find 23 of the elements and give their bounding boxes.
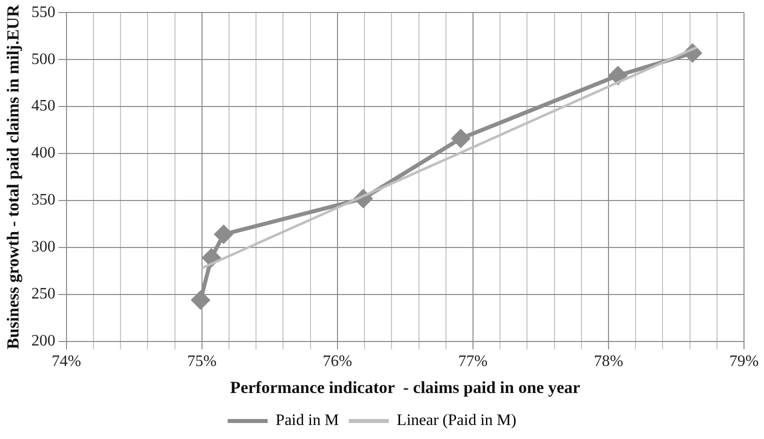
x-tick-label: 79% bbox=[729, 353, 759, 370]
point bbox=[452, 129, 470, 148]
y-tick-label: 400 bbox=[31, 144, 56, 162]
x-tick-label: 75% bbox=[187, 353, 217, 370]
legend-label: Linear (Paid in M) bbox=[396, 412, 516, 430]
legend-label: Paid in M bbox=[276, 412, 339, 430]
y-tick-label: 550 bbox=[31, 4, 56, 21]
y-tick-label: 350 bbox=[31, 192, 56, 209]
point bbox=[192, 291, 210, 310]
x-tick-label: 77% bbox=[458, 353, 488, 370]
x-axis-title: Performance indicator - claims paid in one year bbox=[230, 378, 581, 398]
point bbox=[608, 66, 627, 85]
x-tick-label: 74% bbox=[52, 353, 82, 370]
y-axis-title: Business growth - total paid claims in milj.EUR bbox=[4, 4, 23, 350]
y-tick-label: 450 bbox=[31, 98, 56, 115]
point bbox=[202, 248, 220, 267]
y-tick-label: 250 bbox=[31, 286, 56, 303]
y-tick-label: 500 bbox=[31, 50, 56, 68]
x-tick-label: 78% bbox=[594, 353, 624, 370]
point bbox=[214, 225, 233, 244]
y-tick-label: 300 bbox=[31, 238, 56, 256]
y-tick-label: 200 bbox=[31, 332, 56, 350]
x-tick-label: 76% bbox=[322, 353, 352, 370]
